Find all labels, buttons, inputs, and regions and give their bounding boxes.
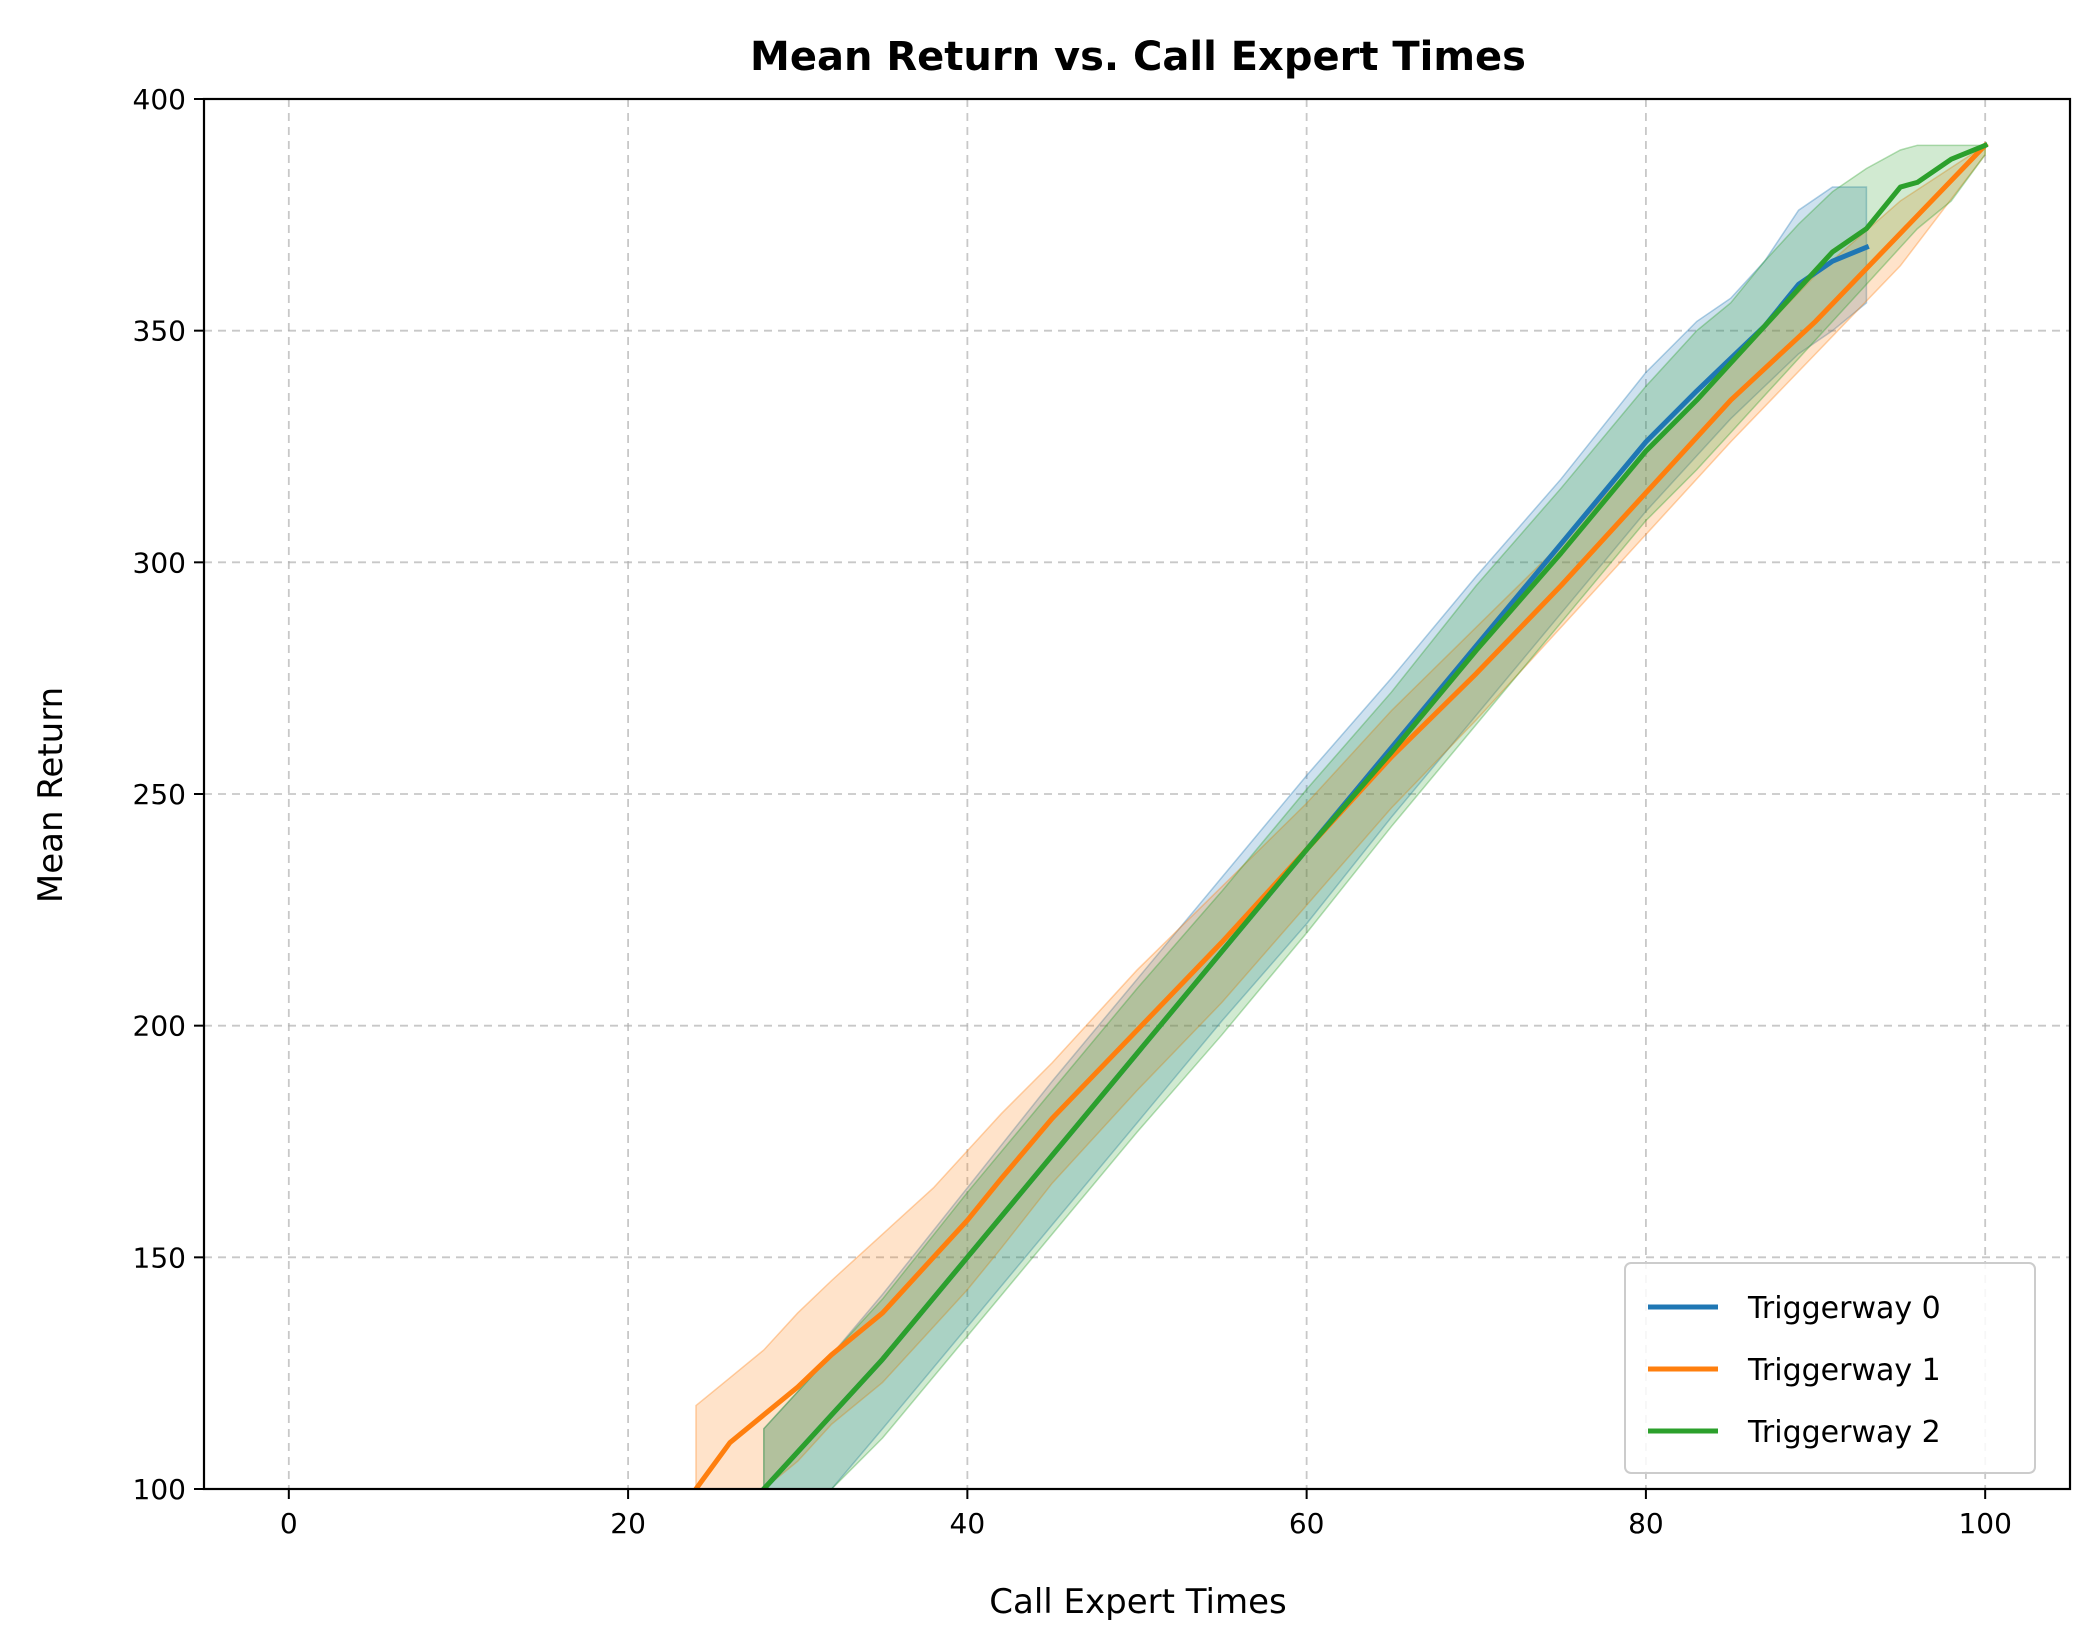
y-tick-label: 350: [133, 315, 186, 348]
x-tick-label: 60: [1289, 1507, 1325, 1540]
x-axis-label: Call Expert Times: [989, 1582, 1286, 1622]
legend-box: [1624, 1262, 2036, 1474]
legend-label-2: Triggerway 2: [1747, 1415, 1941, 1450]
y-tick-label: 100: [133, 1473, 186, 1506]
x-tick-label: 20: [610, 1507, 646, 1540]
legend-entries: Triggerway 0 Triggerway 1 Triggerway 2: [1648, 1291, 1941, 1450]
y-tick-label: 400: [133, 83, 186, 116]
x-tick-label: 0: [280, 1507, 298, 1540]
y-tick-labels: 100 150 200 250 300 350 400: [133, 83, 186, 1506]
axis-ticks: [194, 98, 1987, 1499]
y-tick-label: 300: [133, 546, 186, 579]
confidence-band-2: [763, 144, 1986, 1489]
legend-label-0: Triggerway 0: [1747, 1291, 1941, 1326]
legend: Triggerway 0 Triggerway 1 Triggerway 2: [1624, 1262, 2036, 1474]
x-tick-labels: 0 20 40 60 80 100: [280, 1507, 2012, 1540]
y-tick-label: 200: [133, 1010, 186, 1043]
chart-title: Mean Return vs. Call Expert Times: [750, 34, 1526, 80]
y-tick-label: 250: [133, 778, 186, 811]
y-tick-label: 150: [133, 1241, 186, 1274]
series-line-2: [760, 142, 1989, 1489]
y-axis-label: Mean Return: [31, 687, 71, 903]
legend-label-1: Triggerway 1: [1747, 1353, 1941, 1388]
series-lines: [692, 141, 1989, 1489]
x-tick-label: 40: [950, 1507, 986, 1540]
x-tick-label: 100: [1958, 1507, 2011, 1540]
x-tick-label: 80: [1628, 1507, 1664, 1540]
confidence-band-1: [695, 143, 1986, 1489]
series-line-1: [692, 141, 1989, 1489]
